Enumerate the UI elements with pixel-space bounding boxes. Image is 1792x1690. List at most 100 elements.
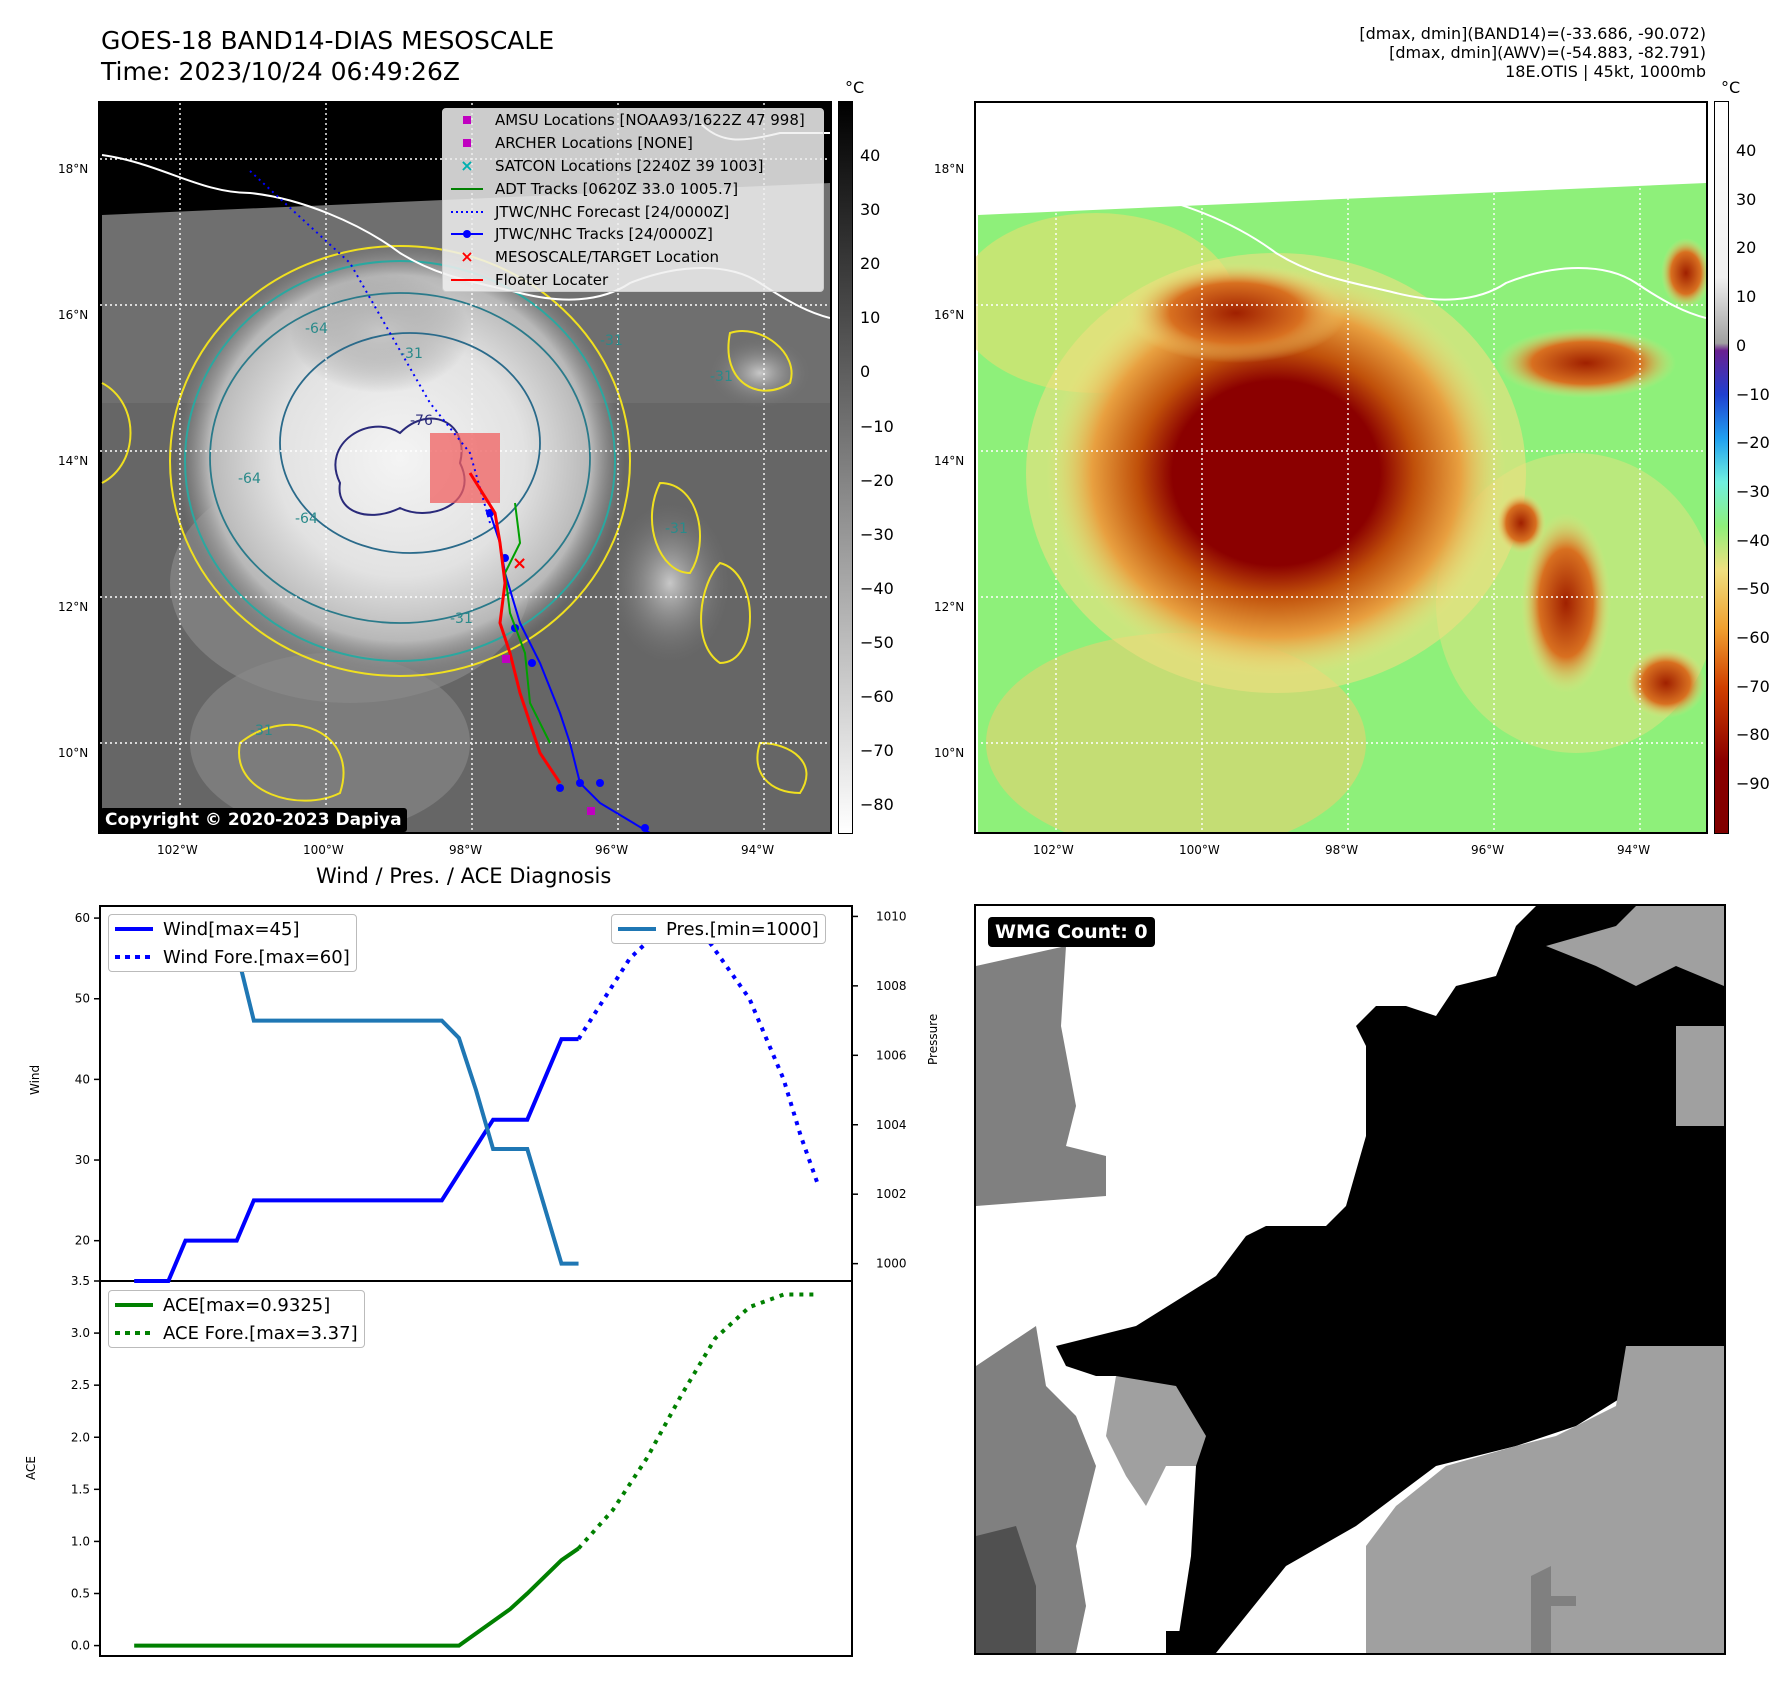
adt-track	[503, 502, 551, 744]
colorbar-tick: 40	[1736, 141, 1757, 160]
pressure-legend: Pres.[min=1000]	[611, 914, 826, 944]
colorbar-tick: −70	[860, 741, 894, 761]
y-tick-label: 3.5	[71, 1274, 90, 1288]
colorbar-gray-unit: °C	[845, 78, 865, 97]
ir-map-svg: × -64 -64 -76 -31 -31 -31 -31 -64 -31 -3…	[100, 103, 830, 832]
legend-item: AMSU Locations [NOAA93/1622Z 47 998]	[443, 109, 823, 132]
title-line-1: GOES-18 BAND14-DIAS MESOSCALE	[101, 26, 555, 55]
series-line	[134, 1546, 580, 1648]
wmg-panel[interactable]: WMG Count: 0	[974, 904, 1726, 1655]
storm-cdo	[175, 243, 625, 673]
legend-label: MESOSCALE/TARGET Location	[495, 248, 720, 267]
legend-label: JTWC/NHC Forecast [24/0000Z]	[495, 202, 730, 221]
color-ir-map-svg	[976, 103, 1706, 832]
ir-map-panel[interactable]: × -64 -64 -76 -31 -31 -31 -31 -64 -31 -3…	[98, 101, 832, 834]
y-tick-label: 60	[75, 911, 90, 925]
ace-axes-frame	[99, 1280, 853, 1657]
colorbar-tick: −60	[860, 687, 894, 706]
y-tick-label: 1.0	[71, 1534, 90, 1548]
figure-title: GOES-18 BAND14-DIAS MESOSCALE Time: 2023…	[101, 25, 554, 87]
colorbar-tick: −20	[860, 470, 894, 490]
legend-symbol	[451, 205, 483, 219]
color-storm-core	[1046, 268, 1506, 678]
colorbar-color-unit: °C	[1721, 78, 1741, 97]
colorbar-tick: −10	[860, 416, 894, 436]
y-tick-label: 2.0	[71, 1430, 90, 1444]
legend-symbol	[451, 273, 483, 287]
copyright-label: Copyright © 2020-2023 Dapiya	[100, 808, 407, 832]
y-tick-label: 50	[75, 992, 90, 1006]
colorbar-tick: 10	[860, 308, 881, 328]
y2-tick-label: 1000	[876, 1257, 907, 1271]
svg-text:-31: -31	[665, 521, 688, 537]
ace-legend: ACE[max=0.9325] ACE Fore.[max=3.37]	[108, 1290, 365, 1348]
legend-label: ARCHER Locations [NONE]	[495, 134, 693, 153]
legend-label: JTWC/NHC Tracks [24/0000Z]	[495, 225, 713, 244]
colorbar-gray	[838, 101, 853, 834]
legend-symbol	[451, 227, 483, 241]
series-line	[134, 1037, 579, 1283]
legend-item: × MESOSCALE/TARGET Location	[443, 246, 823, 269]
wmg-black-region	[1056, 906, 1724, 1653]
track-legend: AMSU Locations [NOAA93/1622Z 47 998] ARCH…	[442, 108, 824, 293]
info-line-2: [dmax, dmin](AWV)=(-54.883, -82.791)	[1389, 43, 1706, 62]
colorbar-tick: −30	[1736, 481, 1770, 501]
y-tick-label: 0.5	[71, 1587, 90, 1601]
y-tick-label: 2.5	[71, 1378, 90, 1392]
colorbar-tick: −80	[860, 795, 894, 815]
svg-text:-64: -64	[305, 321, 328, 337]
svg-text:-31: -31	[710, 369, 733, 385]
wind-legend: Wind[max=45] Wind Fore.[max=60]	[108, 914, 357, 972]
colorbar-tick: 20	[1736, 238, 1757, 258]
colorbar-tick: −90	[1736, 774, 1770, 794]
y-tick-label: 20	[75, 1234, 90, 1248]
series-line	[576, 915, 820, 1185]
wmg-svg	[976, 906, 1724, 1653]
contour-labels: -64 -64 -76 -31 -31 -31 -31 -64 -31 -31	[238, 321, 733, 739]
svg-text:-76: -76	[410, 413, 433, 429]
colorbar-tick: −50	[1736, 579, 1770, 599]
svg-text:-31: -31	[600, 333, 623, 349]
colorbar-color	[1714, 101, 1729, 834]
info-line-3: 18E.OTIS | 45kt, 1000mb	[1505, 62, 1706, 81]
colorbar-tick: 0	[860, 362, 871, 382]
y2-tick-label: 1004	[876, 1118, 907, 1132]
legend-item: JTWC/NHC Forecast [24/0000Z]	[443, 200, 823, 223]
legend-item: × SATCON Locations [2240Z 39 1003]	[443, 155, 823, 178]
wind-ylabel: Wind	[28, 1064, 42, 1095]
series-line	[577, 1292, 818, 1550]
y-tick-label: 40	[75, 1072, 90, 1086]
colorbar-tick: 30	[860, 200, 881, 220]
legend-symbol: ×	[460, 155, 474, 175]
target-marker: ×	[512, 553, 527, 574]
legend-symbol: ×	[460, 247, 474, 267]
colorbar-tick: 10	[1736, 287, 1757, 307]
pressure-ylabel: Pressure	[926, 1013, 940, 1065]
legend-label: SATCON Locations [2240Z 39 1003]	[495, 156, 764, 175]
legend-item: ARCHER Locations [NONE]	[443, 132, 823, 155]
diagnosis-svg: 20 30 40 50 60 1000 1002 1004 1006 1008 1010 0.0 0.5…	[71, 905, 907, 1657]
ace-ylabel: ACE	[24, 1456, 38, 1480]
colorbar-tick: −40	[860, 578, 894, 598]
colorbar-tick: −70	[1736, 676, 1770, 696]
colorbar-tick: −30	[860, 524, 894, 544]
svg-text:-31: -31	[400, 346, 423, 362]
svg-text:-64: -64	[238, 471, 261, 487]
legend-item: JTWC/NHC Tracks [24/0000Z]	[443, 223, 823, 246]
color-ir-map-panel[interactable]	[974, 101, 1708, 834]
colorbar-tick: −10	[1736, 384, 1770, 404]
legend-symbol	[451, 182, 483, 196]
colorbar-tick: 20	[860, 254, 881, 274]
diagnosis-title: Wind / Pres. / ACE Diagnosis	[316, 864, 612, 888]
svg-text:-64: -64	[295, 511, 318, 527]
colorbar-tick: 0	[1736, 335, 1747, 355]
svg-text:-31: -31	[250, 723, 273, 739]
amsu-marker	[502, 655, 510, 663]
colorbar-tick: −80	[1736, 725, 1770, 745]
y-tick-label: 1.5	[71, 1482, 90, 1496]
title-line-2: Time: 2023/10/24 06:49:26Z	[101, 57, 460, 86]
legend-symbol	[451, 113, 483, 127]
legend-symbol	[451, 136, 483, 150]
y-tick-label: 0.0	[71, 1639, 90, 1653]
y2-tick-label: 1010	[876, 909, 907, 923]
